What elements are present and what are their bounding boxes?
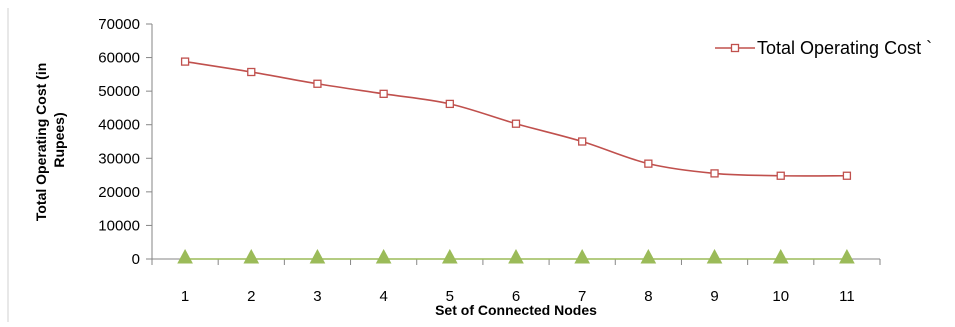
y-tick-label: 10000 <box>98 217 140 234</box>
x-tick-label: 5 <box>446 288 454 305</box>
data-point-square <box>247 67 256 77</box>
data-point-triangle <box>441 248 458 264</box>
data-point-square <box>644 159 653 168</box>
data-point-square <box>379 89 388 98</box>
y-axis-title: Total Operating Cost (in Rupees) <box>33 59 67 221</box>
data-point-square <box>710 169 719 178</box>
x-tick-label: 8 <box>644 288 652 305</box>
series-total-operating-cost <box>180 57 852 180</box>
data-point-square <box>313 79 322 88</box>
data-point-square <box>842 171 852 180</box>
y-axis-title-line-1: Total Operating Cost (in <box>33 63 49 221</box>
x-tick-label: 6 <box>512 288 520 305</box>
y-axis-title-line-2: Rupees) <box>51 112 67 167</box>
y-tick-label: 50000 <box>98 83 140 100</box>
y-tick-label: 0 <box>132 251 140 268</box>
y-tick-label: 30000 <box>98 150 140 167</box>
data-point-square <box>180 57 190 66</box>
data-point-triangle <box>309 248 326 264</box>
tick-labels: 0 10000 20000 30000 40000 50000 60000 70000 1 2 3 4… <box>98 16 854 305</box>
data-point-triangle <box>640 248 657 264</box>
y-tick-label: 20000 <box>98 184 140 201</box>
data-point-square <box>776 171 785 180</box>
x-tick-label: 10 <box>772 288 789 305</box>
data-point-triangle <box>839 248 855 264</box>
series <box>177 57 855 264</box>
data-point-triangle <box>574 248 591 264</box>
data-point-triangle <box>177 248 193 264</box>
axes <box>146 23 881 265</box>
data-point-square <box>511 119 521 128</box>
y-tick-label: 40000 <box>98 117 140 134</box>
x-tick-label: 4 <box>379 288 387 305</box>
data-point-triangle <box>375 248 392 264</box>
legend: Total Operating Cost ` <box>715 38 932 58</box>
x-tick-label: 2 <box>247 288 255 305</box>
data-point-triangle <box>772 248 789 264</box>
x-tick-label: 11 <box>839 288 855 305</box>
y-tick-label: 60000 <box>98 50 140 67</box>
x-axis-title: Set of Connected Nodes <box>435 302 597 318</box>
data-point-triangle <box>508 248 524 264</box>
x-tick-label: 3 <box>313 288 321 305</box>
data-point-triangle <box>243 248 260 264</box>
x-tick-label: 9 <box>710 288 718 305</box>
legend-label: Total Operating Cost ` <box>757 38 932 58</box>
data-point-square <box>578 137 587 146</box>
series-line <box>184 60 847 177</box>
y-tick-label: 70000 <box>98 16 140 33</box>
data-point-square <box>445 99 454 109</box>
x-tick-label: 7 <box>578 288 586 305</box>
series-baseline <box>177 248 855 264</box>
legend-item: Total Operating Cost ` <box>715 38 932 58</box>
legend-marker <box>730 43 740 53</box>
x-tick-label: 1 <box>181 288 189 305</box>
data-point-triangle <box>706 248 723 264</box>
